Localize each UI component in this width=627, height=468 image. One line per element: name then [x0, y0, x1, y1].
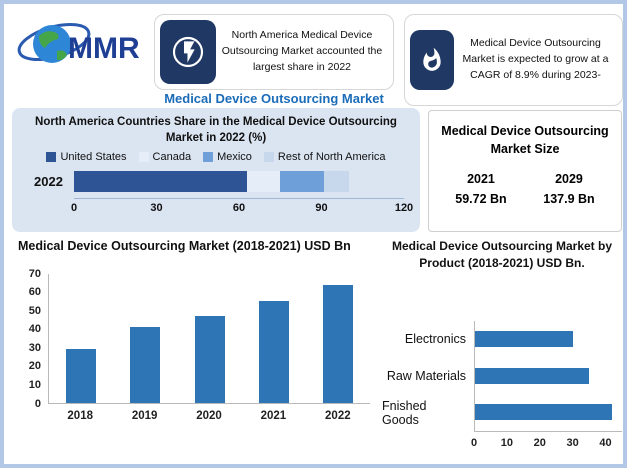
x-tick-label: 30	[566, 436, 579, 449]
x-tick-label: 0	[470, 436, 478, 449]
market-by-year-plot: 0 10 20 30 40 50 60 70	[18, 268, 370, 410]
stacked-segment-rest-of-north-america	[324, 170, 349, 192]
page-title: Medical Device Outsourcing Market	[164, 91, 384, 106]
countries-share-chart-title: North America Countries Share in the Med…	[35, 116, 397, 144]
bar-2022	[322, 284, 353, 403]
bar-2018	[66, 349, 97, 403]
y-tick-label: 10	[28, 378, 41, 391]
market-size-column-2021: 2021 59.72 Bn	[455, 172, 506, 207]
legend-item-rest-of-north-america: Rest of North America	[263, 151, 386, 164]
countries-share-x-axis: 0 30 60 90 120	[70, 198, 413, 216]
plot-area	[474, 320, 622, 432]
y-tick-label: 20	[28, 360, 41, 373]
stacked-segment-united-states	[74, 170, 248, 192]
legend-label: Mexico	[217, 151, 252, 164]
bar-fnished-goods	[475, 404, 613, 421]
bar-slot-2020	[177, 274, 241, 403]
y-tick-label: 30	[28, 341, 41, 354]
category-label-fnished-goods: Fnished Goods	[382, 399, 427, 428]
market-size-year: 2021	[467, 172, 495, 186]
mmr-logo: MMR	[14, 10, 152, 76]
market-by-product-chart: Medical Device Outsourcing Market by Pro…	[382, 238, 622, 453]
market-size-values: 2021 59.72 Bn 2029 137.9 Bn	[437, 172, 613, 207]
market-size-box: Medical Device Outsourcing Market Size 2…	[428, 110, 622, 232]
market-size-value: 137.9 Bn	[543, 192, 595, 206]
stacked-category-label: 2022	[34, 173, 63, 189]
x-tick-label: 60	[232, 202, 246, 215]
x-tick-label: 40	[599, 436, 612, 449]
legend-swatch	[263, 152, 274, 163]
legend-label: United States	[60, 151, 127, 164]
legend-label: Canada	[152, 151, 192, 164]
x-axis: 0 10 20 30 40	[470, 436, 622, 453]
market-size-box-title: Medical Device Outsourcing Market Size	[441, 124, 609, 156]
countries-share-chart: North America Countries Share in the Med…	[12, 108, 420, 232]
legend-item-united-states: United States	[46, 151, 127, 164]
countries-share-legend: United States Canada Mexico Rest of North A…	[22, 151, 410, 163]
x-tick-label: 2020	[196, 409, 222, 422]
x-tick-label: 2022	[325, 409, 351, 422]
bar-electronics	[475, 331, 573, 348]
x-tick-label: 0	[70, 202, 78, 215]
stacked-segment-mexico	[280, 170, 325, 192]
flame-icon	[410, 30, 454, 90]
x-tick-label: 90	[315, 202, 328, 215]
stacked-bar-row: 2022	[22, 170, 410, 192]
bar-raw-materials	[475, 367, 590, 384]
legend-label: Rest of North America	[277, 151, 386, 164]
callout-cagr-text: Medical Device Outsourcing Market is exp…	[462, 37, 609, 81]
legend-swatch	[46, 152, 57, 163]
y-tick-label: 70	[28, 267, 41, 280]
x-tick-label: 120	[394, 202, 414, 215]
x-tick-label: 20	[533, 436, 546, 449]
market-size-value: 59.72 Bn	[455, 192, 507, 206]
market-by-product-plot: Electronics Raw Materials Fnished Goods	[382, 320, 622, 432]
y-tick-label: 50	[28, 304, 41, 317]
legend-item-mexico: Mexico	[203, 151, 252, 163]
x-tick-label: 2019	[131, 409, 158, 422]
x-tick-label: 10	[500, 436, 513, 449]
y-tick-label: 40	[28, 323, 41, 336]
x-tick-label: 2021	[260, 409, 287, 422]
category-label-raw-materials: Raw Materials	[386, 369, 466, 384]
logo-text: MMR	[68, 32, 140, 65]
legend-item-canada: Canada	[138, 151, 192, 164]
callout-largest-share: North America Medical Device Outsourcing…	[154, 14, 394, 90]
x-tick-label: 2018	[67, 409, 93, 422]
lightning-icon	[160, 20, 216, 84]
category-axis: Electronics Raw Materials Fnished Goods	[382, 321, 474, 432]
market-size-column-2029: 2029 137.9 Bn	[543, 172, 594, 207]
bar-slot-2021	[242, 274, 306, 403]
globe-icon: MMR	[17, 22, 140, 65]
plot-area	[48, 273, 370, 404]
bar-slot-2018	[49, 274, 113, 403]
y-tick-label: 60	[28, 286, 41, 299]
stacked-segment-canada	[247, 170, 281, 192]
bar-slot-2019	[113, 274, 177, 403]
market-by-product-chart-title: Medical Device Outsourcing Market by Pro…	[391, 239, 613, 271]
y-tick-label: 0	[34, 397, 41, 410]
category-label-electronics: Electronics	[404, 332, 466, 347]
legend-swatch	[203, 152, 214, 163]
legend-swatch	[138, 152, 149, 163]
market-by-year-chart: Medical Device Outsourcing Market (2018-…	[18, 238, 370, 422]
y-axis: 0 10 20 30 40 50 60 70	[18, 268, 48, 410]
callout-largest-share-text: North America Medical Device Outsourcing…	[221, 29, 383, 73]
callout-cagr: Medical Device Outsourcing Market is exp…	[404, 14, 623, 106]
x-tick-label: 30	[150, 202, 163, 215]
stacked-bar	[74, 170, 404, 192]
bar-2020	[194, 315, 225, 403]
bar-2021	[258, 301, 289, 403]
bar-2019	[130, 326, 161, 403]
market-by-year-chart-title: Medical Device Outsourcing Market (2018-…	[18, 239, 351, 253]
market-size-year: 2029	[555, 172, 583, 186]
x-axis: 2018 2019 2020 2021 2022	[48, 410, 370, 422]
bar-slot-2022	[306, 274, 370, 403]
